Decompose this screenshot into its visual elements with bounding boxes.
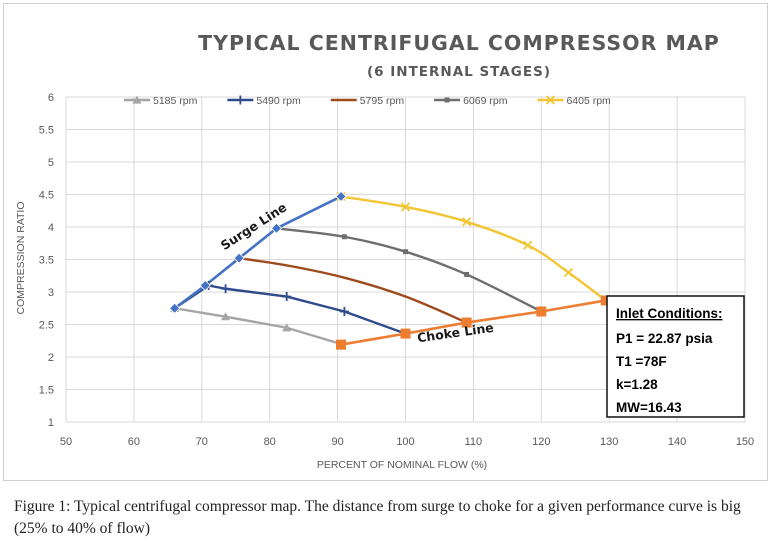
legend-label-6069-rpm: 6069 rpm <box>463 95 508 107</box>
x-tick-label: 120 <box>532 436 550 448</box>
y-tick-label: 5.5 <box>39 125 54 137</box>
x-tick-label: 130 <box>600 436 618 448</box>
inlet-conditions-box: Inlet Conditions: P1 = 22.87 psia T1 =78… <box>606 295 745 418</box>
compressor-map-chart: TYPICAL CENTRIFUGAL COMPRESSOR MAP (6 IN… <box>15 31 754 471</box>
series-marker-5490-rpm <box>221 284 231 294</box>
inlet-condition-t1: T1 =78F <box>616 354 667 369</box>
x-tick-label: 80 <box>264 436 276 448</box>
x-tick-label: 70 <box>196 436 208 448</box>
y-tick-label: 1 <box>48 417 54 429</box>
surge-line-marker <box>233 252 245 264</box>
x-tick-label: 140 <box>668 436 686 448</box>
chart-subtitle: (6 INTERNAL STAGES) <box>367 64 551 80</box>
chart-frame: TYPICAL CENTRIFUGAL COMPRESSOR MAP (6 IN… <box>3 3 768 481</box>
legend-label-5185-rpm: 5185 rpm <box>153 95 198 107</box>
x-tick-label: 90 <box>331 436 343 448</box>
legend-label-5490-rpm: 5490 rpm <box>256 95 301 107</box>
legend-marker-6069-rpm <box>444 97 450 103</box>
legend-label-6405-rpm: 6405 rpm <box>566 95 611 107</box>
series-marker-6405-rpm <box>523 240 533 250</box>
inlet-conditions-title: Inlet Conditions: <box>616 306 722 321</box>
legend-label-5795-rpm: 5795 rpm <box>360 95 405 107</box>
series-line-5185-rpm <box>174 307 342 346</box>
series-marker-6069-rpm <box>341 234 347 240</box>
y-tick-label: 4.5 <box>39 190 54 202</box>
legend-marker-6405-rpm <box>545 95 556 105</box>
surge-line-marker <box>270 222 283 234</box>
figure-caption: Figure 1: Typical centrifugal compressor… <box>14 498 741 537</box>
inlet-condition-k: k=1.28 <box>616 377 658 392</box>
inlet-conditions-frame <box>606 295 745 418</box>
x-tick-label: 100 <box>396 436 414 448</box>
surge-line-marker <box>199 279 211 292</box>
y-tick-label: 1.5 <box>39 385 54 397</box>
legend-marker-5185-rpm <box>132 95 142 104</box>
choke-line-marker <box>600 295 611 306</box>
y-tick-label: 2.5 <box>39 320 54 332</box>
choke-line-marker <box>335 339 346 350</box>
choke-line-marker <box>461 317 472 328</box>
y-axis-label: COMPRESSION RATIO <box>15 202 27 315</box>
series-marker-6405-rpm <box>400 202 411 212</box>
series-marker-5490-rpm <box>339 307 349 316</box>
legend-marker-5490-rpm <box>235 95 245 105</box>
series-marker-5185-rpm <box>282 323 292 332</box>
series-marker-6405-rpm <box>563 267 574 278</box>
x-tick-label: 110 <box>465 436 483 448</box>
series-marker-5490-rpm <box>282 292 292 302</box>
series-line-5795-rpm <box>238 257 468 324</box>
inlet-condition-p1: P1 = 22.87 psia <box>616 331 713 346</box>
x-tick-label: 50 <box>60 436 72 448</box>
y-tick-label: 2 <box>48 352 54 364</box>
choke-line-marker <box>400 328 411 339</box>
y-tick-label: 6 <box>48 92 54 104</box>
y-tick-label: 5 <box>48 157 54 169</box>
series-markers <box>169 190 611 350</box>
surge-line-marker <box>335 190 347 203</box>
y-tick-label: 4 <box>48 222 54 234</box>
choke-line-marker <box>536 306 547 317</box>
inlet-condition-mw: MW=16.43 <box>616 400 682 415</box>
x-axis-label: PERCENT OF NOMINAL FLOW (%) <box>317 459 487 471</box>
legend: 5185 rpm 5490 rpm 5795 rpm 6069 rpm 6405 rpm <box>124 95 611 107</box>
surge-line-marker <box>169 302 181 314</box>
x-tick-label: 150 <box>736 436 754 448</box>
series-marker-6405-rpm <box>461 217 472 227</box>
chart-title: TYPICAL CENTRIFUGAL COMPRESSOR MAP <box>198 31 720 55</box>
series-marker-5185-rpm <box>221 312 231 321</box>
x-tick-label: 60 <box>128 436 140 448</box>
series-line-5490-rpm <box>173 284 406 335</box>
y-tick-label: 3 <box>48 287 54 299</box>
series-marker-6069-rpm <box>403 249 408 255</box>
tick-labels: 50 60 70 80 90 100 110 120 130 140 150 1 1.5 2 2.5 3 3.5… <box>39 92 754 448</box>
series-marker-6069-rpm <box>464 271 470 277</box>
y-tick-label: 3.5 <box>39 255 54 267</box>
